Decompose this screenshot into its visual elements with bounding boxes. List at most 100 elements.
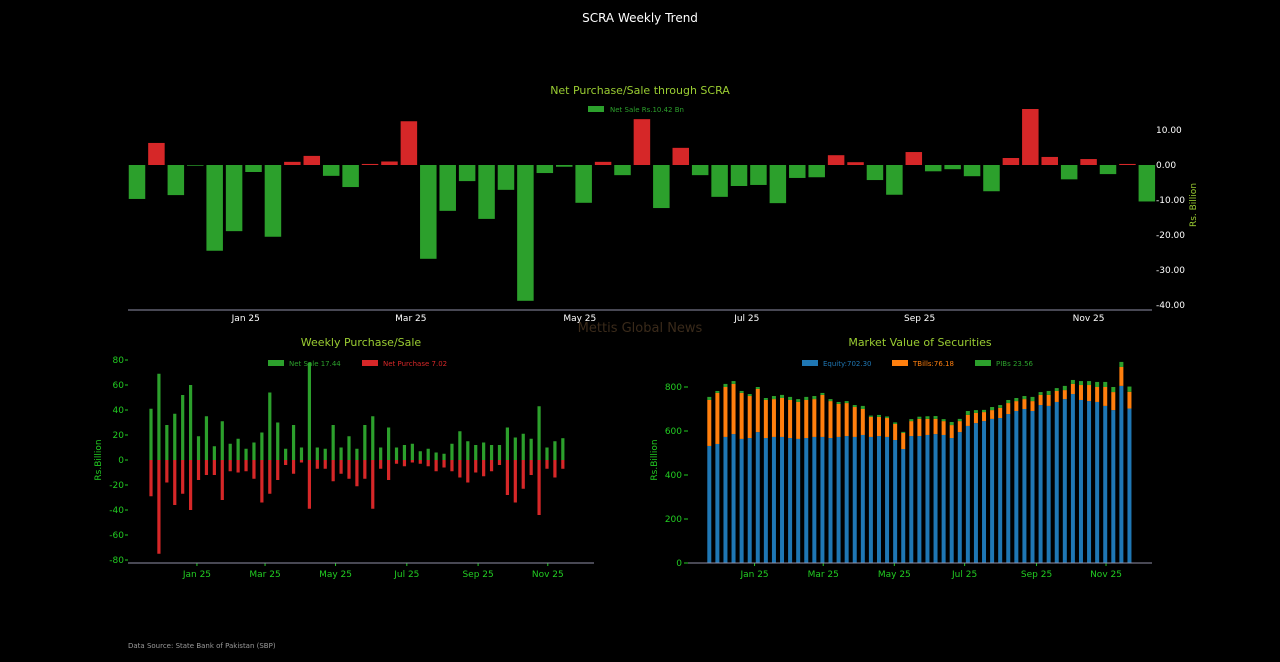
market-tbills-bar — [868, 416, 873, 437]
market-tbills-bar — [1095, 387, 1100, 402]
net-bar — [555, 165, 573, 167]
market-pibs-bar — [780, 394, 785, 398]
net-x-tick-label: Mar 25 — [395, 314, 426, 324]
weekly-sale-bar — [537, 406, 541, 460]
net-bar — [1119, 163, 1136, 165]
market-tbills-bar — [844, 403, 849, 437]
weekly-purchase-bar — [379, 460, 383, 469]
weekly-purchase-bar — [387, 460, 391, 480]
market-pibs-bar — [739, 390, 744, 393]
market-tbills-bar — [982, 412, 987, 422]
net-bar — [420, 165, 437, 259]
weekly-sale-bar — [276, 422, 280, 460]
net-bar — [1080, 159, 1097, 165]
market-pibs-bar — [893, 422, 898, 424]
market-legend-pibs: PIBs 23.56 — [996, 360, 1034, 368]
market-equity-bar — [1006, 414, 1011, 563]
market-equity-bar — [941, 434, 946, 563]
weekly-purchase-bar — [458, 460, 462, 478]
weekly-purchase-bar — [173, 460, 177, 505]
market-tbills-bar — [990, 410, 995, 419]
market-pibs-bar — [707, 396, 712, 400]
market-tbills-bar — [1014, 401, 1019, 411]
market-equity-bar — [1078, 399, 1083, 563]
weekly-purchase-bar — [545, 460, 549, 469]
market-pibs-bar — [868, 415, 873, 417]
market-pibs-bar — [1127, 386, 1132, 392]
market-tbills-bar — [1062, 390, 1067, 400]
net-x-tick-label: May 25 — [563, 314, 596, 324]
weekly-sale-bar — [410, 443, 414, 460]
market-tbills-bar — [957, 421, 962, 433]
market-equity-bar — [1022, 409, 1027, 563]
market-tbills-bar — [1078, 385, 1083, 400]
market-x-tick-label: Sep 25 — [1021, 570, 1052, 580]
watermark: Mettis Global News — [577, 321, 703, 336]
weekly-sale-bar — [204, 416, 209, 460]
market-pibs-bar — [1087, 381, 1092, 386]
market-equity-bar — [707, 445, 712, 563]
weekly-purchase-bar — [426, 460, 430, 467]
market-pibs-bar — [909, 419, 914, 422]
market-pibs-bar — [1095, 381, 1100, 387]
net-bar — [497, 165, 515, 190]
weekly-purchase-bar — [149, 460, 153, 497]
net-bar — [264, 165, 282, 237]
market-tbills-bar — [771, 399, 776, 437]
weekly-sale-bar — [418, 451, 422, 460]
market-tbills-bar — [1030, 401, 1035, 411]
weekly-sale-bar — [513, 437, 517, 460]
market-equity-bar — [1111, 410, 1116, 563]
weekly-sale-bar — [442, 453, 446, 460]
market-equity-bar — [909, 436, 914, 563]
market-pibs-bar — [723, 383, 728, 387]
market-pibs-bar — [844, 401, 849, 404]
net-x-tick-label: Nov 25 — [1073, 314, 1105, 324]
market-tbills-bar — [1022, 399, 1027, 409]
market-pibs-bar — [804, 396, 809, 400]
weekly-sale-bar — [347, 436, 351, 460]
weekly-purchase-bar — [442, 460, 446, 468]
weekly-sale-bar — [355, 448, 359, 460]
market-equity-bar — [925, 434, 930, 563]
market-bars — [707, 361, 1132, 563]
market-pibs-bar — [949, 421, 954, 426]
weekly-sale-bar — [482, 442, 486, 460]
market-equity-bar — [796, 438, 801, 563]
net-bar — [672, 147, 690, 165]
market-tbills-bar — [973, 412, 978, 424]
market-tbills-bar — [820, 394, 825, 437]
market-pibs-bar — [876, 414, 881, 417]
net-y-tick-label: -10.00 — [1156, 196, 1185, 206]
net-bar — [1022, 109, 1039, 165]
market-tbills-bar — [860, 409, 865, 435]
market-tbills-bar — [1054, 390, 1059, 402]
net-bar — [478, 165, 495, 219]
market-y-ticks: 0 200 400 600 800 — [665, 383, 688, 569]
weekly-sale-bar — [212, 446, 216, 460]
market-tbills-bar — [925, 418, 930, 435]
market-equity-bar — [982, 421, 987, 563]
market-tbills-bar — [949, 425, 954, 439]
market-equity-bar — [998, 418, 1003, 563]
net-bar — [361, 163, 379, 165]
market-pibs-bar — [1022, 396, 1027, 400]
weekly-purchase-bar — [291, 460, 296, 474]
market-equity-bar — [780, 436, 785, 563]
weekly-chart-title: Weekly Purchase/Sale — [301, 336, 422, 349]
market-tbills-bar — [796, 401, 801, 439]
weekly-sale-bar — [497, 445, 502, 460]
net-y-tick-label: -20.00 — [1156, 231, 1185, 241]
market-pibs-bar — [1030, 396, 1035, 402]
weekly-sale-bar — [291, 425, 296, 460]
weekly-y-tick-label: 80 — [113, 356, 125, 366]
net-bar — [225, 165, 243, 232]
market-equity-bar — [860, 434, 865, 563]
weekly-sale-bar — [228, 443, 232, 460]
market-pibs-bar — [731, 381, 736, 384]
page-title: SCRA Weekly Trend — [582, 11, 698, 25]
weekly-sale-bar — [553, 441, 557, 460]
market-tbills-bar — [788, 399, 793, 439]
market-tbills-bar — [998, 407, 1003, 419]
net-bar — [886, 165, 903, 195]
